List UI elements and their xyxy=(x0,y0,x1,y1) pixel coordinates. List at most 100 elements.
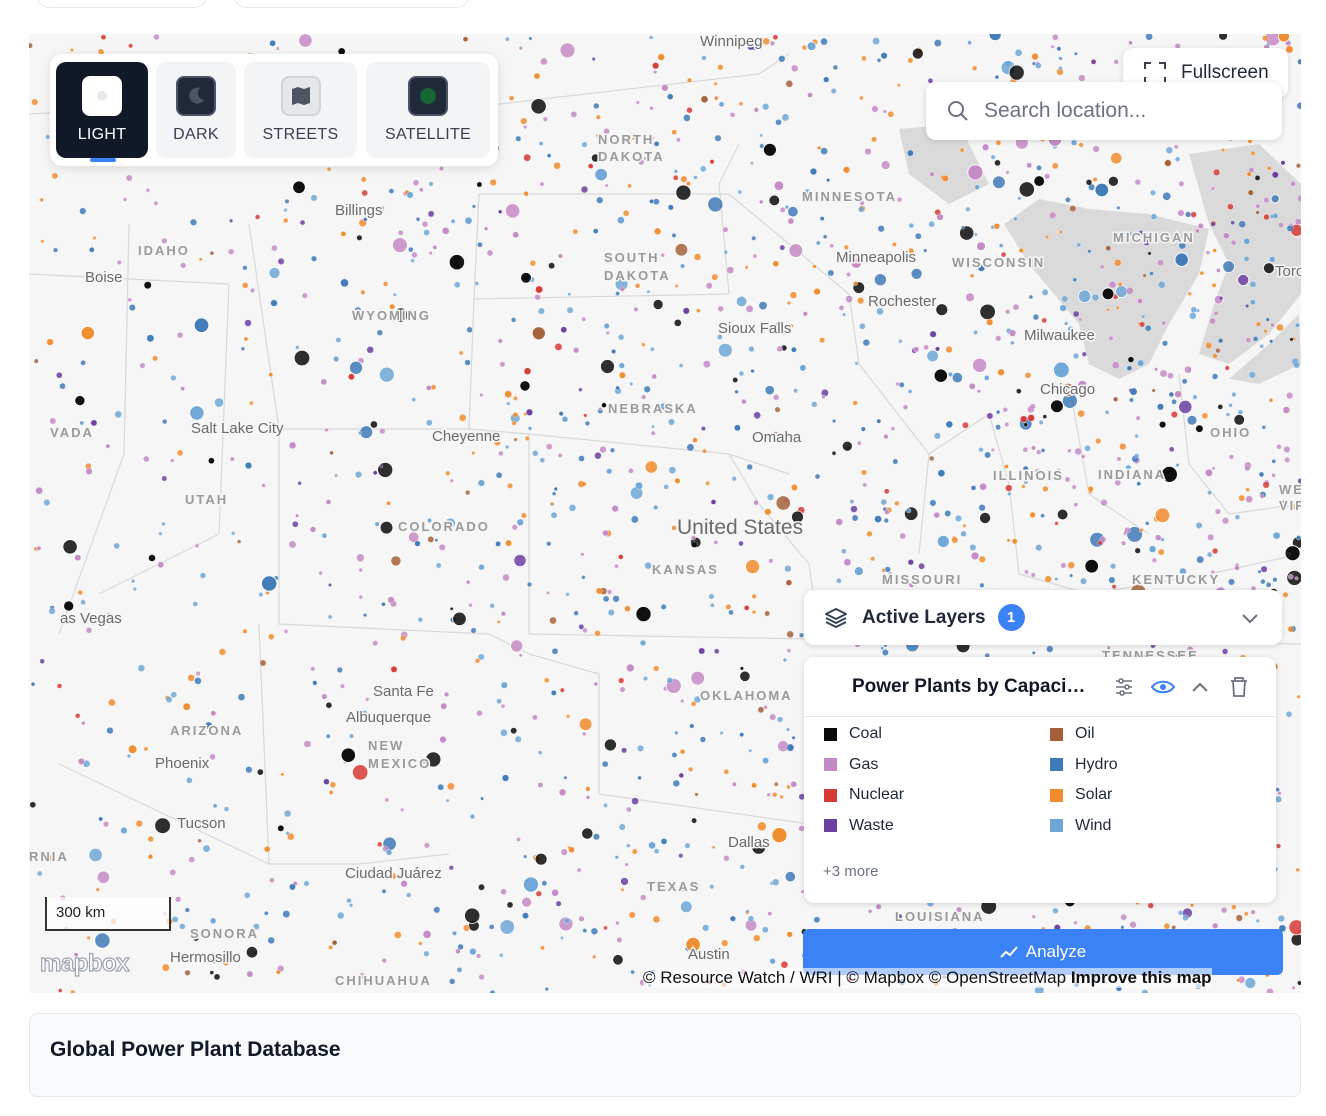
plant-dot xyxy=(787,205,799,218)
plant-dot xyxy=(951,536,959,544)
plant-dot xyxy=(635,283,641,289)
plant-dot xyxy=(775,119,782,126)
plant-dot xyxy=(1157,403,1164,411)
collapse-icon[interactable] xyxy=(1240,608,1260,628)
plant-dot xyxy=(388,188,395,194)
plant-dot xyxy=(774,406,781,413)
plant-dot xyxy=(626,806,632,813)
plant-dot xyxy=(841,440,853,452)
top-pill[interactable] xyxy=(36,0,208,8)
plant-dot xyxy=(1159,421,1166,428)
plant-dot xyxy=(582,731,587,736)
plant-dot xyxy=(1155,651,1160,656)
plant-dot xyxy=(934,39,942,47)
plant-dot xyxy=(1237,273,1250,286)
layer-actions[interactable] xyxy=(1114,675,1264,699)
plant-dot xyxy=(1129,387,1138,396)
plant-dot xyxy=(48,607,56,615)
map-labels: WinnipegNORTHDAKOTAMINNESOTASOUTHDAKOTAB… xyxy=(29,34,1301,990)
plant-dot xyxy=(508,95,515,101)
plant-dot xyxy=(1012,303,1020,311)
plant-dot xyxy=(557,453,563,458)
mapbox-logo[interactable]: mapbox xyxy=(39,949,130,978)
analyze-button[interactable]: Analyze xyxy=(803,929,1283,975)
plant-dot xyxy=(660,838,668,845)
plant-dot xyxy=(553,162,561,170)
plant-dot xyxy=(630,969,635,975)
plant-dot xyxy=(859,323,866,330)
attribution-text[interactable]: © Resource Watch / WRI | © Mapbox © Open… xyxy=(643,968,1067,987)
plant-dot xyxy=(1162,340,1168,347)
plant-dot xyxy=(785,579,792,586)
style-button[interactable]: STREETS xyxy=(244,62,357,158)
plant-dot xyxy=(358,972,366,979)
plant-dot xyxy=(725,604,732,610)
plant-dot xyxy=(329,450,334,455)
plant-dot xyxy=(673,169,678,174)
plant-dot xyxy=(993,223,1000,230)
plant-dot xyxy=(817,145,822,150)
plant-dot xyxy=(978,555,986,563)
plant-dot xyxy=(1119,443,1127,451)
plant-dot xyxy=(1149,545,1157,553)
plant-dot xyxy=(90,419,98,427)
plant-dot xyxy=(175,952,182,959)
plant-dot xyxy=(581,141,588,148)
plant-dot xyxy=(776,345,783,352)
active-layers-header[interactable]: Active Layers 1 xyxy=(804,590,1282,645)
plant-dot xyxy=(651,373,657,380)
plant-dot xyxy=(1245,495,1253,503)
plant-dot xyxy=(821,394,826,399)
legend-more[interactable]: +3 more xyxy=(823,863,879,880)
plant-dot xyxy=(1294,576,1299,581)
plant-dot xyxy=(668,418,675,426)
plant-dot xyxy=(1282,406,1290,414)
improve-link[interactable]: Improve this map xyxy=(1070,968,1212,987)
plant-dot xyxy=(1031,914,1036,919)
plant-dot xyxy=(873,273,887,287)
plant-dot xyxy=(735,295,748,308)
plant-dot xyxy=(75,713,81,719)
style-button[interactable]: DARK xyxy=(156,62,236,158)
plant-dot xyxy=(242,282,249,289)
legend-label: Oil xyxy=(1075,725,1095,742)
plant-dot xyxy=(1145,521,1150,526)
plant-dot xyxy=(176,449,184,457)
plant-dot xyxy=(299,219,306,226)
plant-dot xyxy=(1262,481,1270,489)
plant-dot xyxy=(348,373,355,381)
plant-dot xyxy=(551,648,559,655)
search-box[interactable]: Search location... xyxy=(926,82,1282,140)
plant-dot xyxy=(1277,791,1282,796)
plant-dot xyxy=(320,378,327,386)
plant-dot xyxy=(157,561,164,568)
plant-dot xyxy=(1031,61,1036,66)
plant-dot xyxy=(1157,259,1164,266)
plant-dot xyxy=(660,604,667,610)
style-button[interactable]: SATELLITE xyxy=(366,62,490,158)
plant-dot xyxy=(566,714,571,719)
plant-dot xyxy=(1033,175,1045,187)
plant-dot xyxy=(530,98,547,115)
plant-dot xyxy=(523,191,529,197)
plant-dot xyxy=(161,475,168,482)
plant-dot xyxy=(764,384,775,396)
plant-dot xyxy=(439,166,444,171)
plant-dot xyxy=(701,55,707,61)
plant-dot xyxy=(555,900,562,907)
plant-dot xyxy=(751,235,757,241)
plant-dot xyxy=(1177,209,1185,217)
plant-dot xyxy=(277,825,285,832)
plant-dot xyxy=(39,197,44,202)
style-button[interactable]: LIGHT xyxy=(56,62,148,162)
plant-dot xyxy=(1069,205,1077,212)
plant-dot xyxy=(768,558,774,564)
plant-dot xyxy=(1014,49,1023,57)
plant-dot xyxy=(468,603,473,608)
plant-dot xyxy=(1056,468,1061,473)
plant-dot xyxy=(935,303,949,317)
plant-dot xyxy=(1211,186,1215,191)
top-pill[interactable] xyxy=(233,0,470,8)
plant-dot xyxy=(249,400,254,406)
plant-dot xyxy=(1091,293,1100,302)
